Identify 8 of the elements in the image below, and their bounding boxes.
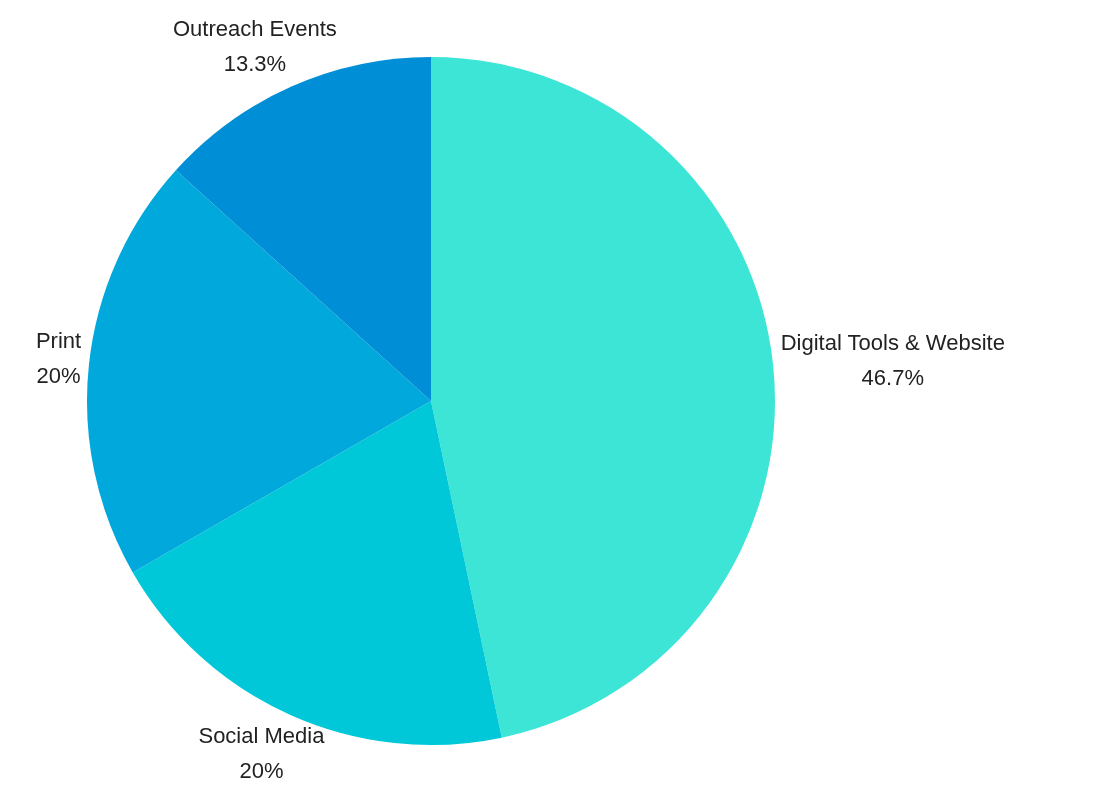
slice-label: Digital Tools & Website (780, 329, 1005, 355)
data-label: 46.7% (861, 364, 924, 390)
slice-label: Social Media (198, 722, 326, 748)
data-label: 20% (239, 757, 284, 783)
data-label: 20% (36, 363, 81, 389)
slice-label: Outreach Events (172, 15, 337, 41)
slice-label: Print (35, 328, 82, 354)
data-label: 13.3% (223, 50, 287, 76)
